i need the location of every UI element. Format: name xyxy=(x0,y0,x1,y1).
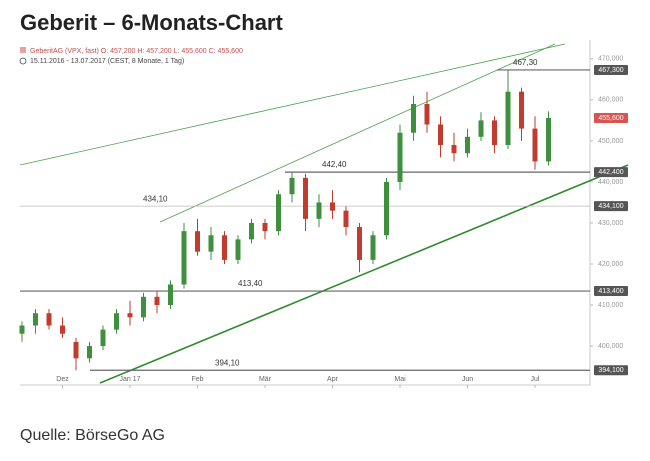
y-tick-label: 410,000 xyxy=(598,302,623,309)
x-tick-label: Apr xyxy=(327,376,339,383)
candle-body xyxy=(505,91,511,146)
legend-icon xyxy=(20,47,26,53)
x-tick-label: Dez xyxy=(56,376,69,383)
legend-line: GeberitAG (VPX, fast) O: 457,200 H: 457,… xyxy=(30,48,243,55)
candle-body xyxy=(19,325,25,334)
candle-body xyxy=(316,202,322,219)
candle-body xyxy=(87,346,92,359)
candle-body xyxy=(181,231,187,285)
candle-body xyxy=(208,235,214,252)
candle-body xyxy=(451,145,457,154)
candle-body xyxy=(397,132,403,182)
level-box xyxy=(594,167,628,178)
clock-icon xyxy=(19,57,27,65)
candle-body xyxy=(195,231,200,252)
candle-body xyxy=(411,103,416,133)
trend-line xyxy=(19,43,566,166)
trend-line xyxy=(99,164,629,384)
candle-body xyxy=(465,136,470,154)
candle-body xyxy=(222,235,227,260)
level-box xyxy=(594,64,628,75)
candle-body xyxy=(289,177,295,195)
candle-body xyxy=(519,91,524,129)
y-tick-label: 400,000 xyxy=(598,343,623,350)
candle-body xyxy=(424,103,430,125)
candle-body xyxy=(384,181,389,236)
candle-body xyxy=(303,177,308,219)
candle-body xyxy=(73,341,79,359)
candle-body xyxy=(114,313,119,330)
level-box xyxy=(594,365,628,376)
x-tick-label: Jun xyxy=(462,376,473,383)
candle-body xyxy=(262,222,268,232)
y-tick-label: 440,000 xyxy=(598,179,623,186)
y-tick-label: 470,000 xyxy=(598,56,623,63)
period-line: 15.11.2016 - 13.07.2017 (CEST, 8 Monate,… xyxy=(30,58,184,65)
x-tick-label: Mai xyxy=(394,376,406,383)
chart-title: Geberit – 6-Monats-Chart xyxy=(20,10,283,35)
level-label: 434,10 xyxy=(143,194,168,203)
candle-body xyxy=(330,202,335,211)
level-box xyxy=(594,201,628,212)
candle-body xyxy=(141,296,146,318)
last-box xyxy=(594,112,628,123)
x-tick-label: Jan 17 xyxy=(119,376,140,383)
candle-body xyxy=(249,222,254,240)
level-box-label: 394,100 xyxy=(598,367,623,374)
x-tick-label: Mär xyxy=(259,376,272,383)
candle-body xyxy=(168,284,173,306)
candle-body xyxy=(546,117,551,162)
level-box xyxy=(594,286,628,297)
level-label: 442,40 xyxy=(322,160,347,169)
x-tick-label: Jul xyxy=(531,376,540,383)
candle-body xyxy=(370,235,376,260)
candle-body xyxy=(357,227,362,260)
candle-body xyxy=(60,325,65,334)
level-box-label: 442,400 xyxy=(598,169,623,176)
level-box-label: 434,100 xyxy=(598,203,623,210)
level-box-label: 413,400 xyxy=(598,288,623,295)
y-tick-label: 460,000 xyxy=(598,97,623,104)
candle-body xyxy=(532,128,538,162)
candle-body xyxy=(46,313,52,326)
candle-body xyxy=(492,120,497,146)
last-label: 455,600 xyxy=(598,115,623,122)
candle-body xyxy=(438,124,443,146)
level-label: 467,30 xyxy=(513,58,538,67)
candle-body xyxy=(127,313,133,318)
candle-body xyxy=(154,296,160,306)
level-label: 413,40 xyxy=(238,279,263,288)
candle-body xyxy=(478,120,484,137)
candle-body xyxy=(235,239,241,260)
y-tick-label: 450,000 xyxy=(598,138,623,145)
level-box-label: 467,300 xyxy=(598,67,623,74)
y-tick-label: 430,000 xyxy=(598,220,623,227)
y-tick-label: 420,000 xyxy=(598,261,623,268)
x-tick-label: Feb xyxy=(191,376,203,383)
candle-body xyxy=(33,313,38,326)
trend-line xyxy=(159,43,556,223)
candle-body xyxy=(276,194,281,232)
candle-body xyxy=(343,210,349,228)
source: Quelle: BörseGo AG xyxy=(20,427,165,444)
level-label: 394,10 xyxy=(215,358,240,367)
candle-body xyxy=(100,329,106,347)
